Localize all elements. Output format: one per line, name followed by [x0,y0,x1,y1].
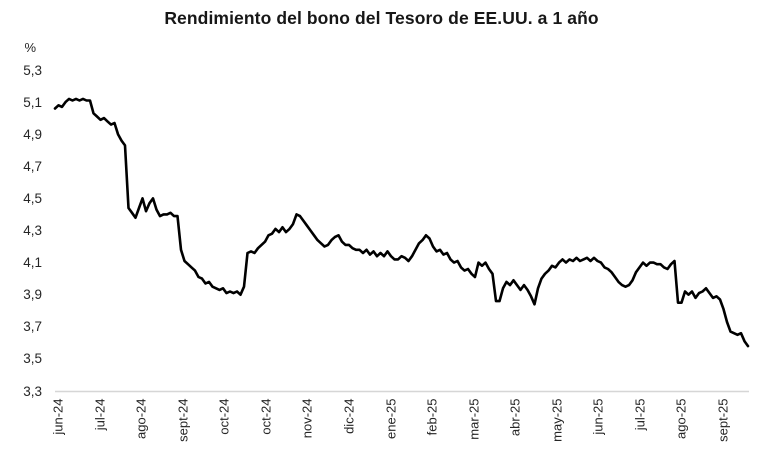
y-tick-label: 4,5 [23,190,42,206]
y-tick-label: 3,3 [23,383,42,399]
y-tick-label: 5,3 [23,62,42,78]
chart-title: Rendimiento del bono del Tesoro de EE.UU… [164,8,599,28]
y-tick-label: 3,7 [23,319,42,335]
y-tick-label: 4,7 [23,158,42,174]
y-tick-label: 4,9 [23,126,42,142]
y-tick-label: 3,5 [23,351,42,367]
yield-line-series [53,97,750,348]
y-tick-label: 5,1 [23,94,42,110]
y-axis-unit-label: % [24,40,36,55]
y-tick-label: 4,3 [23,223,42,238]
y-tick-label: 4,1 [23,255,42,271]
y-tick-label: 3,9 [23,287,42,303]
